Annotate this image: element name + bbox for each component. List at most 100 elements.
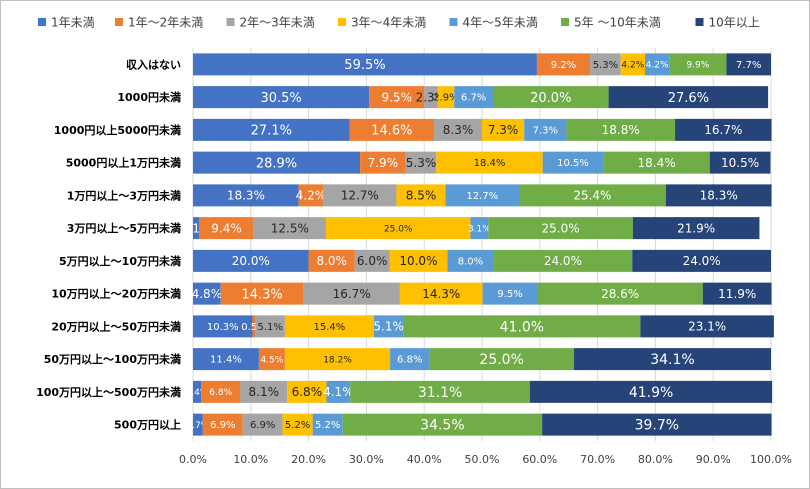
bar-segment (202, 413, 243, 436)
data-label: 4.5% (260, 355, 283, 365)
bar-segment (566, 118, 676, 141)
legend-swatch (38, 18, 46, 26)
bar-segment (488, 217, 633, 240)
data-label: 18.3% (227, 189, 265, 203)
data-label: 5.3% (406, 156, 437, 170)
data-label: 11.9% (718, 287, 756, 301)
bar-segment (349, 118, 435, 141)
data-label: 39.7% (635, 418, 679, 434)
data-label: 21.9% (677, 221, 715, 235)
x-tick-label: 80.0% (638, 453, 673, 466)
bar-segment (405, 151, 437, 174)
data-label: 6.0% (357, 254, 388, 268)
data-label: 18.4% (474, 158, 506, 169)
data-label: 2.9% (433, 93, 458, 104)
bar-segment (373, 315, 404, 338)
bar-segment (608, 86, 769, 109)
data-label: 4.1% (323, 385, 354, 399)
bar-segment (354, 249, 390, 272)
bar-segment (436, 151, 543, 174)
bar-segment (493, 249, 633, 272)
data-label: 20.0% (232, 254, 270, 268)
bar-segment (669, 53, 727, 76)
bar-segment (529, 380, 773, 403)
data-label: 18.8% (602, 123, 640, 137)
x-tick-label: 70.0% (580, 453, 615, 466)
bar-segment (193, 151, 361, 174)
bar-segment (702, 282, 772, 305)
bar-segment (308, 249, 355, 272)
data-label: 34.5% (420, 418, 464, 434)
x-tick-label: 90.0% (696, 453, 731, 466)
bar-segment (590, 53, 621, 76)
data-label: 5.2% (285, 420, 310, 431)
data-label: 31.1% (418, 385, 462, 401)
bar-segment (193, 413, 203, 436)
category-label: 50万円以上～100万円未満 (44, 352, 181, 366)
data-label: 8.0% (316, 254, 347, 268)
category-label: 10万円以上～20万円未満 (51, 287, 181, 301)
bar-segment (536, 53, 591, 76)
data-label: 6.8% (397, 355, 422, 366)
bar-segment (360, 151, 406, 174)
bar-segment (255, 315, 285, 338)
data-label: 9.2% (551, 60, 576, 71)
bar-segment (193, 249, 309, 272)
data-label: 23.1% (688, 320, 726, 334)
data-label: 30.5% (260, 91, 301, 106)
bar-segment (193, 53, 537, 76)
legend-label: 10年以上 (709, 16, 760, 30)
bar-segment (518, 184, 666, 207)
data-label: 14.3% (241, 287, 282, 302)
legend-label: 1年～2年未満 (128, 16, 203, 30)
data-label: 9.5% (497, 289, 522, 300)
data-label: 6.9% (250, 420, 275, 431)
bar-segment (429, 348, 574, 371)
x-tick-label: 0.0% (179, 453, 207, 466)
data-label: 18.3% (700, 189, 738, 203)
bar-segment (193, 86, 370, 109)
bar-segment (193, 380, 202, 403)
data-label: 41.9% (629, 385, 673, 401)
legend-label: 2年～3年未満 (240, 16, 315, 30)
bar-segment (193, 282, 221, 305)
data-label: 7.3% (533, 125, 558, 136)
data-label: 6.8% (209, 388, 232, 398)
data-label: 12.7% (341, 189, 379, 203)
data-label: 18.4% (637, 156, 675, 170)
bar-segment (282, 413, 313, 436)
x-tick-label: 40.0% (407, 453, 442, 466)
bar-segment (287, 380, 327, 403)
x-tick-label: 30.0% (349, 453, 384, 466)
category-label: 100万円以上～500万円未満 (36, 385, 181, 399)
data-label: 7.7% (736, 60, 761, 71)
legend-swatch (695, 18, 704, 26)
data-label: 25.0% (384, 224, 413, 234)
x-tick-label: 60.0% (522, 453, 557, 466)
data-label: 10.5% (721, 156, 759, 170)
bar-segment (620, 53, 645, 76)
data-label: 5.1% (257, 322, 282, 333)
category-label: 5000円以上1万円未満 (66, 156, 181, 170)
data-label: 10.5% (557, 158, 589, 169)
bar-segment (573, 348, 771, 371)
bar-segment (482, 118, 525, 141)
data-label: 14.6% (371, 124, 412, 139)
legend-swatch (561, 18, 569, 26)
data-label: 4.2% (621, 61, 644, 71)
bar-segment (675, 118, 772, 141)
bar-segment (298, 184, 324, 207)
bar-segment (603, 151, 710, 174)
data-label: 4.2% (646, 61, 669, 71)
bar-segment (193, 348, 259, 371)
bar-segment (632, 249, 771, 272)
data-label: 0.5% (241, 322, 266, 333)
data-label: 8.5% (406, 189, 437, 203)
data-label: 16.7% (704, 123, 742, 137)
bar-segment (303, 282, 400, 305)
data-label: 1.7% (186, 421, 209, 431)
category-label: 1000円未満 (117, 90, 181, 104)
bar-segment (403, 315, 641, 338)
bar-segment (665, 184, 772, 207)
